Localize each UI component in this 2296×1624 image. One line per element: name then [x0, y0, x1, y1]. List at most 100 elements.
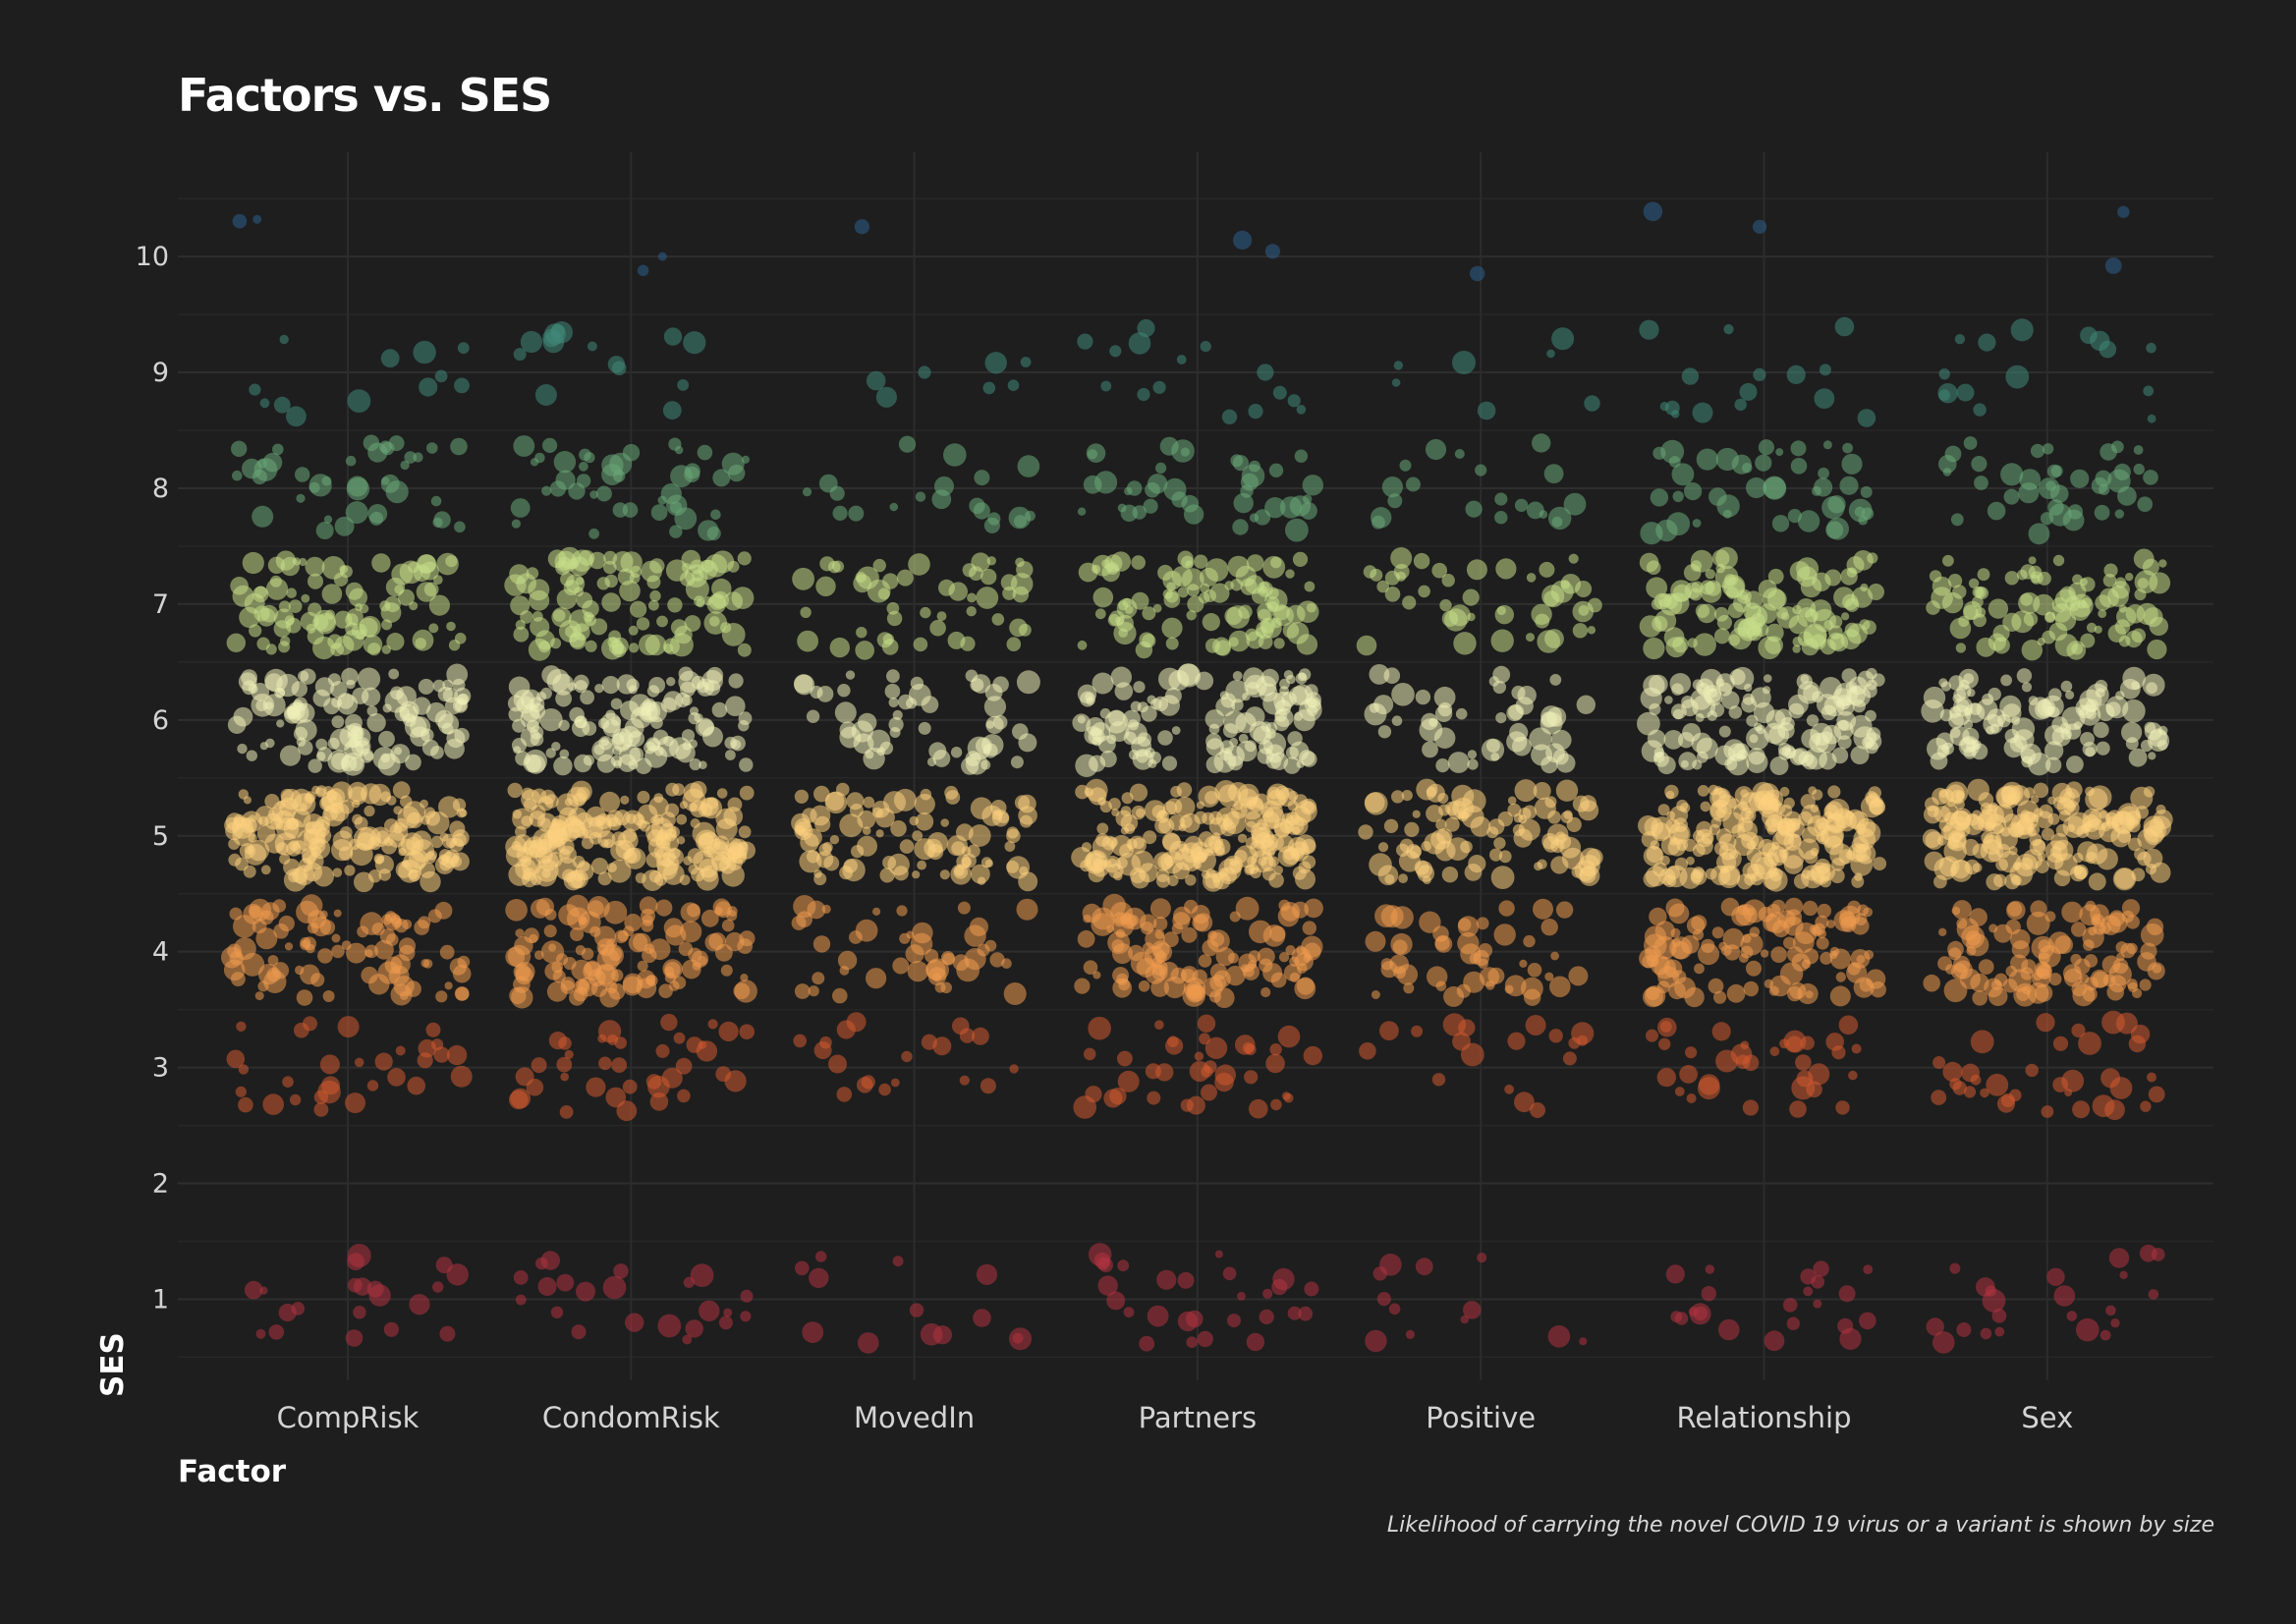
data-point [1128, 750, 1140, 760]
data-point [534, 384, 557, 406]
data-point [1171, 566, 1193, 588]
data-point [1966, 945, 1977, 956]
data-point [678, 666, 694, 682]
data-point [1269, 1043, 1282, 1056]
data-point [1514, 779, 1538, 803]
data-point [1110, 666, 1133, 688]
data-point [1123, 1307, 1135, 1317]
data-point [315, 738, 328, 751]
data-point [1262, 555, 1286, 579]
data-point [300, 894, 323, 917]
data-point [940, 818, 949, 827]
data-point [1273, 866, 1284, 875]
data-point [537, 1277, 557, 1296]
data-point [675, 445, 684, 455]
data-point [1803, 1286, 1814, 1297]
data-point [623, 925, 635, 937]
data-point [276, 719, 285, 728]
data-point [1779, 962, 1804, 985]
data-point [531, 1057, 547, 1074]
data-point [1103, 1089, 1123, 1108]
data-point [739, 1024, 755, 1039]
data-point [1207, 930, 1217, 940]
data-point [1797, 510, 1820, 532]
data-point [1951, 906, 1961, 916]
data-point [301, 593, 310, 603]
y-tick-label: 2 [152, 1169, 169, 1200]
data-point [280, 636, 291, 646]
data-point [1850, 853, 1874, 876]
data-point [1002, 586, 1017, 600]
data-point [1530, 1102, 1545, 1118]
data-point [1181, 926, 1198, 943]
data-point [1533, 898, 1553, 920]
data-point [932, 1325, 953, 1345]
data-point [1977, 568, 1990, 582]
data-point [2098, 609, 2107, 618]
data-point [529, 933, 538, 944]
data-point [432, 575, 443, 585]
data-point [540, 940, 565, 964]
data-point [2003, 488, 2020, 505]
data-point [1860, 485, 1873, 498]
data-point [2080, 326, 2098, 345]
data-point [390, 954, 411, 975]
data-point [1379, 1254, 1402, 1276]
data-point [839, 813, 864, 838]
data-point [721, 864, 745, 887]
data-point [535, 897, 555, 916]
grid-lines [178, 152, 2213, 1380]
data-point [345, 1092, 365, 1114]
data-point [2146, 342, 2156, 354]
data-point [1784, 747, 1797, 759]
data-point [1938, 856, 1960, 877]
data-point [280, 556, 300, 577]
data-point [839, 966, 850, 976]
data-point [1637, 711, 1660, 736]
data-point [331, 839, 354, 862]
data-point [1684, 482, 1703, 501]
data-point [303, 1016, 317, 1032]
data-point [1485, 739, 1500, 754]
data-point [682, 741, 692, 751]
data-point [1575, 581, 1593, 597]
data-point [541, 665, 562, 685]
data-point [970, 864, 990, 884]
data-point [1504, 984, 1514, 994]
data-point [2102, 574, 2117, 588]
data-point [2143, 385, 2155, 397]
data-point [383, 1321, 399, 1337]
data-point [398, 848, 407, 857]
data-point [1106, 734, 1117, 745]
data-point [1555, 901, 1574, 919]
data-point [1229, 911, 1241, 923]
data-point [1237, 1291, 1246, 1301]
data-point [1155, 462, 1167, 474]
data-point [2108, 1248, 2130, 1268]
data-point [630, 600, 647, 618]
data-point [1692, 844, 1706, 858]
data-point [446, 621, 456, 632]
data-point [1476, 917, 1489, 930]
data-point [1185, 560, 1194, 569]
data-point [2023, 812, 2036, 824]
data-point [1246, 1332, 1265, 1352]
data-point [1817, 929, 1826, 939]
y-tick-label: 5 [152, 821, 169, 852]
data-point [317, 948, 333, 964]
data-point [425, 701, 447, 723]
data-point [983, 696, 1006, 718]
data-point [2072, 1100, 2091, 1119]
data-point [1722, 927, 1745, 950]
data-point [1938, 389, 1950, 401]
data-point [1777, 722, 1795, 740]
data-point [728, 673, 744, 689]
data-point [249, 905, 261, 919]
data-point [1829, 985, 1851, 1007]
data-point [2010, 318, 2034, 342]
data-point [982, 743, 998, 758]
data-point [286, 588, 298, 598]
data-point [2023, 612, 2039, 627]
data-point [848, 505, 865, 522]
